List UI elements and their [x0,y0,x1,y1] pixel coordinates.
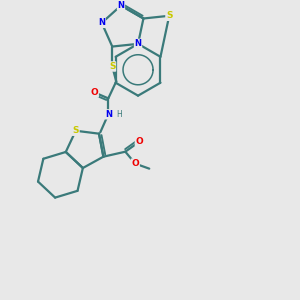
Text: H: H [116,110,122,119]
Text: N: N [118,1,124,10]
Text: O: O [91,88,98,97]
Text: S: S [73,126,79,135]
Text: O: O [131,159,139,168]
Text: S: S [166,11,172,20]
Text: S: S [109,62,116,71]
Text: N: N [98,18,105,27]
Text: O: O [135,137,143,146]
Text: N: N [134,39,142,48]
Text: N: N [105,110,112,119]
